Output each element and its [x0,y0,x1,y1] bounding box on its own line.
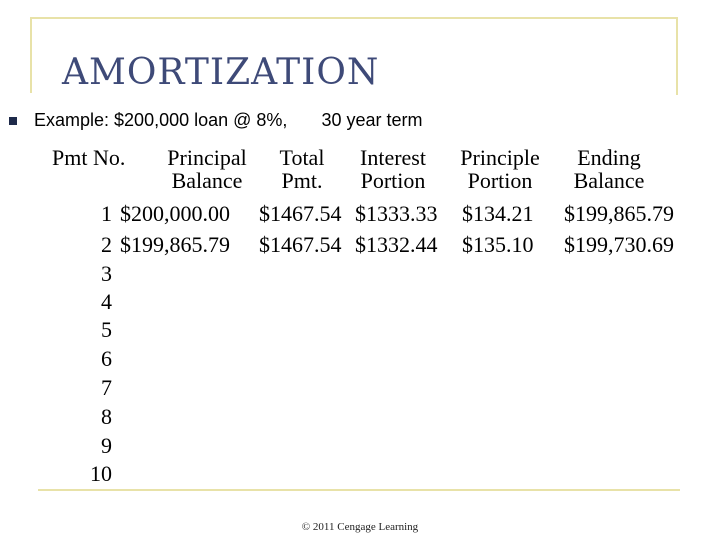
row2-interest-portion: $1332.44 [355,232,438,257]
header-principal-balance: Principal Balance [167,145,247,193]
example-loan-text: Example: $200,000 loan @ 8%, [34,110,288,130]
example-line: Example: $200,000 loan @ 8%, 30 year term [34,110,422,131]
top-rule [30,17,678,19]
row2-principal-balance: $199,865.79 [120,232,230,257]
row1-interest-portion: $1333.33 [355,201,438,226]
pmt-no-6: 6 [101,346,112,371]
row2-principle-portion: $135.10 [462,232,534,257]
pmt-no-7: 7 [101,375,112,400]
left-rule [30,17,32,93]
bottom-rule [38,489,680,491]
header-principle-portion: Principle Portion [460,145,540,193]
row2-ending-balance: $199,730.69 [564,232,674,257]
copyright-footer: © 2011 Cengage Learning [301,521,419,533]
header-total-pmt: Total Pmt. [279,145,325,193]
pmt-no-9: 9 [101,433,112,458]
row2-total-pmt: $1467.54 [259,232,342,257]
pmt-no-4: 4 [101,289,112,314]
pmt-no-2: 2 [101,232,112,257]
row1-ending-balance: $199,865.79 [564,201,674,226]
header-interest-portion: Interest Portion [360,145,426,193]
pmt-no-10: 10 [90,461,112,486]
pmt-no-5: 5 [101,317,112,342]
slide-title: AMORTIZATION [62,52,380,93]
row1-total-pmt: $1467.54 [259,201,342,226]
pmt-no-3: 3 [101,261,112,286]
header-pmt-no: Pmt No. [52,145,126,170]
right-rule [676,17,678,95]
row1-principal-balance: $200,000.00 [120,201,230,226]
pmt-no-1: 1 [101,201,112,226]
bullet-square-icon [9,117,17,125]
pmt-no-8: 8 [101,404,112,429]
header-ending-balance: Ending Balance [573,145,645,193]
example-term-text: 30 year term [321,110,423,130]
row1-principle-portion: $134.21 [462,201,534,226]
